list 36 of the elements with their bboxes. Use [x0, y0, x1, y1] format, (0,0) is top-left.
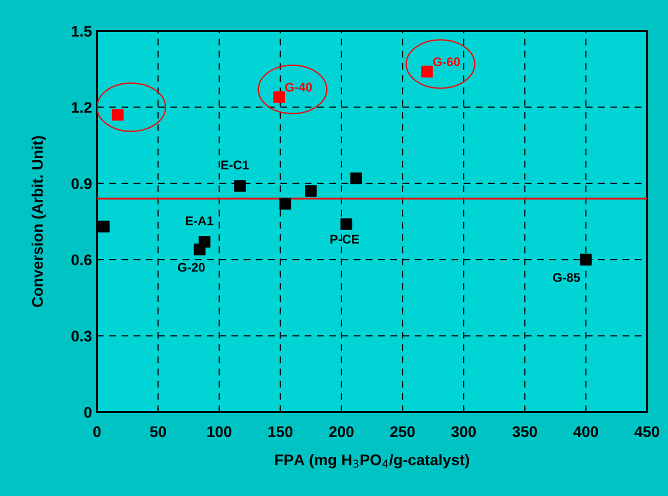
x-tick-label: 300 — [451, 426, 476, 438]
annotation: E-C1 — [221, 160, 249, 170]
point — [305, 185, 317, 197]
annotation: G-20 — [178, 262, 205, 272]
y-tick-label: 0 — [84, 406, 92, 418]
x-tick-label: 350 — [512, 426, 537, 438]
y-axis-title: Conversion (Arbit. Unit) — [32, 136, 46, 308]
y-tick-label: 0.3 — [72, 330, 92, 342]
annotation: E-A1 — [186, 216, 214, 226]
point — [421, 66, 433, 78]
point — [234, 180, 246, 192]
annotation: G-60 — [433, 57, 460, 66]
annotation: P-CE — [330, 234, 360, 244]
x-tick-label: 400 — [573, 426, 598, 438]
point — [340, 218, 352, 230]
point — [112, 108, 124, 121]
y-tick-label: 1.2 — [72, 102, 92, 113]
annotation: G-40 — [285, 82, 312, 92]
y-tick-label: 0.6 — [72, 254, 92, 266]
y-tick-label: 0.9 — [72, 178, 92, 190]
x-tick-label: 0 — [93, 426, 101, 438]
point — [580, 254, 592, 266]
point — [279, 198, 292, 210]
point — [98, 220, 110, 232]
point — [273, 91, 285, 103]
annotation: G-85 — [553, 273, 580, 282]
x-tick-label: 250 — [390, 426, 415, 438]
x-tick-label: 200 — [329, 426, 354, 438]
x-tick-label: 100 — [207, 426, 232, 438]
point — [194, 244, 206, 256]
point — [350, 172, 362, 184]
y-tick-label: 1.5 — [72, 26, 92, 37]
x-tick-label: 450 — [634, 426, 660, 438]
x-axis-title: FPA (mg H$_{3}$PO$_{4}$/g-catalyst) — [275, 454, 470, 468]
x-tick-label: 50 — [150, 426, 166, 438]
x-tick-label: 150 — [268, 426, 292, 438]
